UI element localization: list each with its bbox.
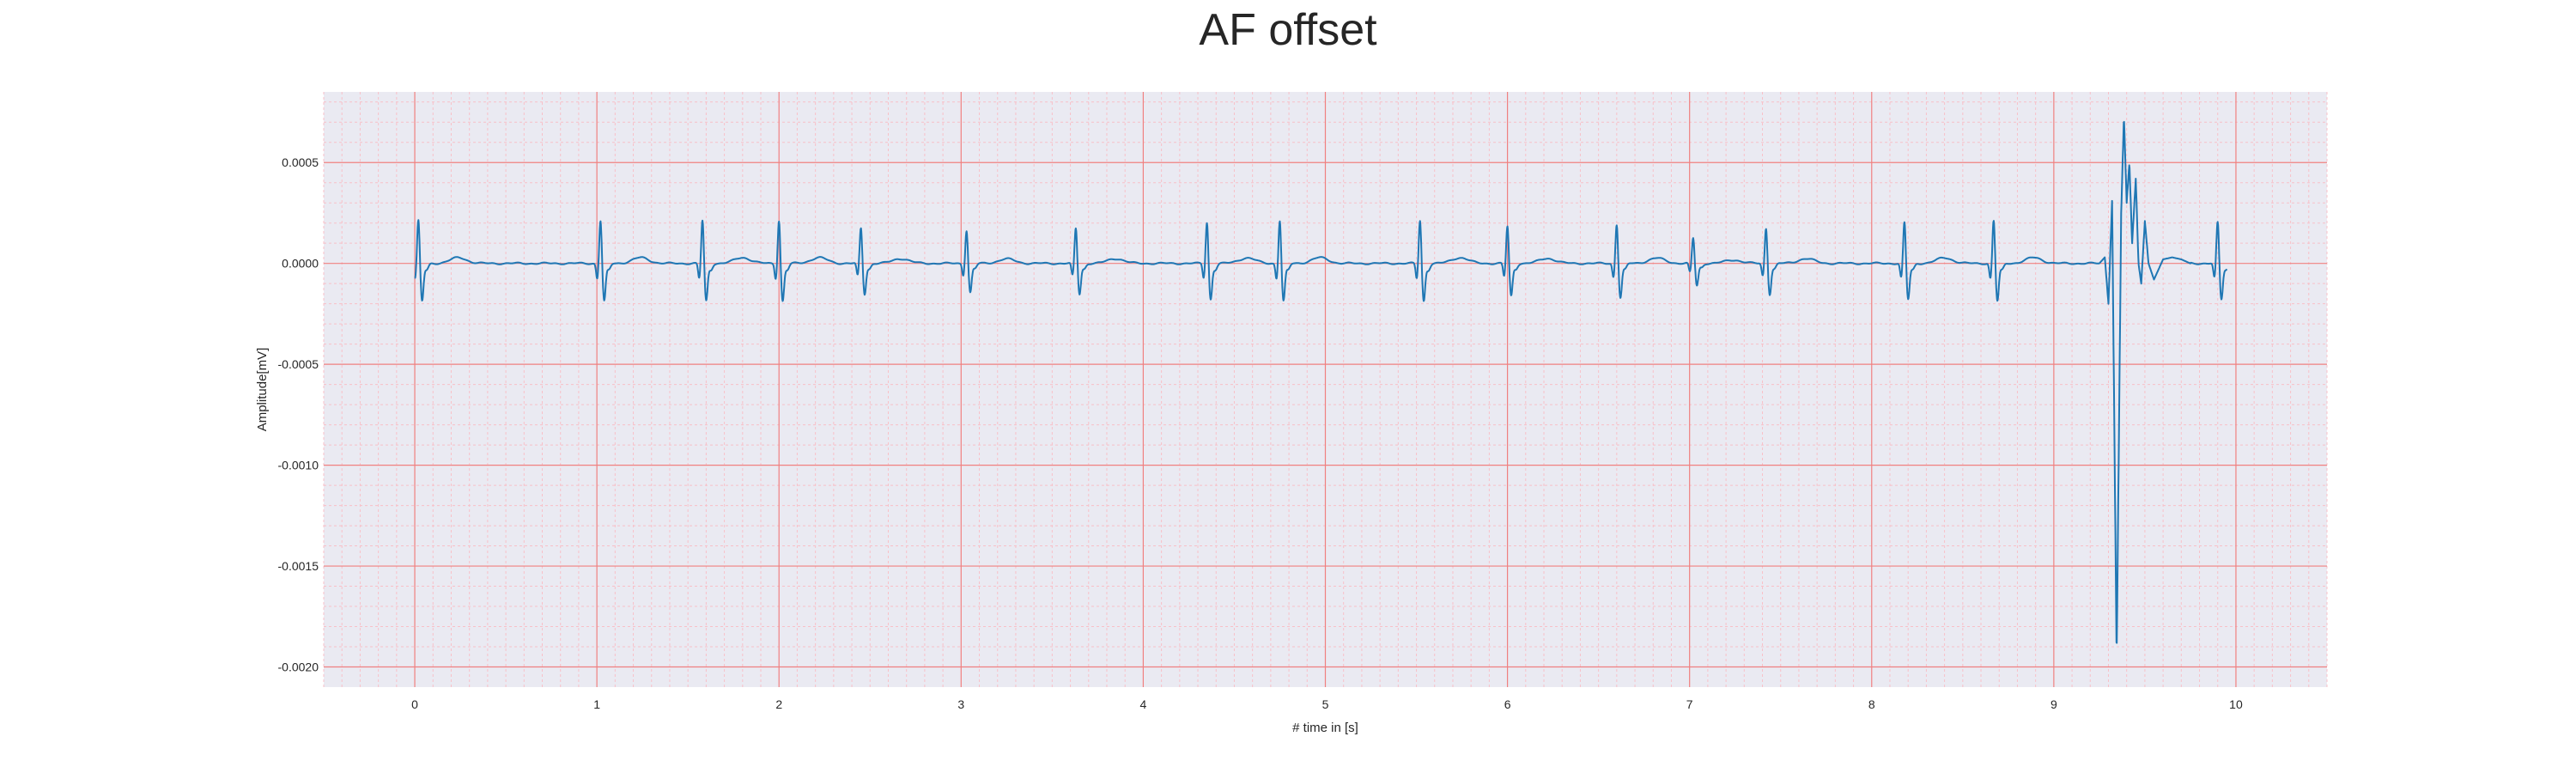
y-axis-label: Amplitude[mV]	[255, 348, 270, 432]
x-tick-label: 6	[1504, 697, 1511, 711]
series-line	[414, 120, 2228, 644]
chart-title: AF offset	[1199, 5, 1377, 55]
x-axis-label: # time in [s]	[1292, 721, 1358, 735]
x-tick-label: 5	[1322, 697, 1329, 711]
major-grid	[324, 92, 2327, 687]
x-tick-label: 2	[775, 697, 782, 711]
x-tick-label: 4	[1140, 697, 1147, 711]
y-tick-label: -0.0015	[278, 559, 319, 573]
y-tick-label: 0.0005	[282, 155, 319, 169]
y-tick-label: 0.0000	[282, 257, 319, 271]
x-axis-ticks: 0 1 2 3 4 5 6 7 8 9 10	[411, 697, 2243, 711]
x-tick-label: 10	[2229, 697, 2243, 711]
y-tick-label: -0.0010	[278, 459, 319, 472]
y-tick-label: -0.0020	[278, 660, 319, 674]
y-axis-ticks: 0.0005 0.0000 -0.0005 -0.0010 -0.0015 -0.0020	[278, 155, 319, 673]
x-tick-label: 9	[2050, 697, 2057, 711]
x-tick-label: 8	[1868, 697, 1875, 711]
x-tick-label: 7	[1686, 697, 1693, 711]
x-tick-label: 1	[593, 697, 600, 711]
series-layer	[414, 120, 2228, 644]
x-tick-label: 3	[957, 697, 964, 711]
x-tick-label: 0	[411, 697, 418, 711]
y-tick-label: -0.0005	[278, 357, 319, 371]
